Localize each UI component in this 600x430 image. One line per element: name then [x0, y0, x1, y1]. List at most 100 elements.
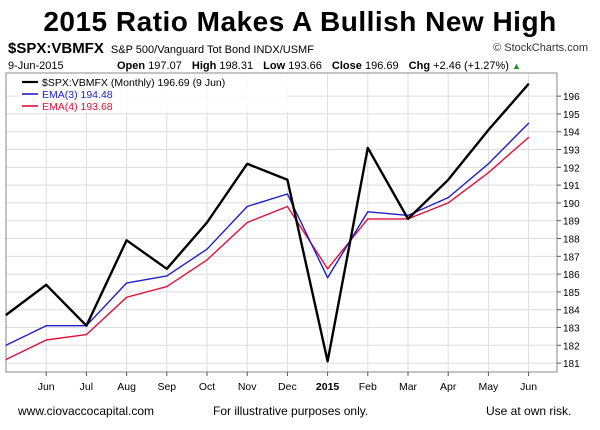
high-label: High [191, 60, 217, 72]
data-point-series-0 [166, 268, 168, 270]
data-point-series-0 [286, 179, 288, 181]
symbol-ticker: $SPX:VBMFX [8, 40, 104, 57]
data-point-series-0 [487, 129, 489, 131]
series-line-1 [5, 122, 530, 346]
x-tick-label: Nov [238, 381, 257, 393]
data-point-series-0 [367, 147, 369, 149]
high-value: 198.31 [219, 60, 254, 72]
data-point-series-1 [327, 277, 329, 279]
data-point-series-2 [286, 205, 288, 208]
legend-label-1: EMA(3) 194.48 [42, 89, 113, 101]
data-point-series-2 [447, 202, 449, 204]
quote-date: 9-Jun-2015 [8, 60, 64, 72]
x-tick-label: Jun [38, 381, 55, 393]
data-point-series-2 [45, 339, 47, 341]
data-point-series-2 [166, 285, 168, 288]
series-line-2 [5, 136, 530, 361]
up-arrow-icon: ▲ [512, 61, 521, 71]
y-tick-label: 190 [563, 199, 580, 210]
y-tick-label: 183 [563, 324, 580, 335]
data-point-series-1 [367, 211, 369, 213]
y-tick-label: 187 [563, 252, 580, 263]
y-tick-label: 195 [563, 110, 580, 121]
data-point-series-2 [5, 358, 7, 361]
y-tick-label: 193 [563, 146, 580, 157]
x-tick-label: Feb [359, 381, 377, 393]
plot-frame [5, 72, 558, 373]
x-tick-label: May [478, 381, 499, 393]
x-tick-label: Mar [399, 381, 418, 393]
data-point-series-2 [126, 296, 128, 298]
open-label: Open [117, 60, 146, 72]
data-point-series-1 [126, 282, 128, 284]
footer-disclaimer: For illustrative purposes only. [213, 404, 369, 418]
chg-label: Chg [408, 60, 431, 72]
series-layer [5, 83, 530, 363]
symbol-line: $SPX:VBMFX S&P 500/Vanguard Tot Bond IND… [8, 40, 314, 57]
data-point-series-2 [206, 259, 208, 261]
data-point-series-1 [447, 196, 449, 199]
close-label: Close [331, 60, 362, 72]
legend-label-0: $SPX:VBMFX (Monthly) 196.69 (9 Jun) [42, 77, 225, 89]
data-point-series-1 [206, 248, 208, 250]
y-tick-label: 194 [563, 128, 580, 139]
data-point-series-1 [5, 344, 7, 346]
low-value: 193.66 [288, 60, 322, 72]
data-point-series-0 [5, 314, 7, 316]
x-tick-label: Sep [157, 381, 176, 393]
stockcharts-brand[interactable]: © StockCharts.com [493, 42, 588, 54]
data-point-series-2 [246, 221, 248, 224]
y-tick-label: 181 [563, 359, 580, 370]
legend-background [18, 74, 288, 112]
footer-risk-note: Use at own risk. [486, 404, 572, 418]
open-value: 197.07 [148, 60, 182, 72]
y-tick-label: 185 [563, 288, 580, 299]
y-tick-label: 188 [563, 235, 580, 246]
data-point-series-0 [407, 218, 409, 220]
chart-headline: 2015 Ratio Makes A Bullish New High [43, 6, 557, 37]
y-tick-label: 186 [563, 270, 580, 281]
x-tick-label: Oct [199, 381, 215, 393]
legend-label-2: EMA(4) 193.68 [42, 101, 113, 113]
data-point-series-0 [528, 83, 530, 85]
data-point-series-1 [528, 122, 530, 124]
data-point-series-0 [126, 239, 128, 241]
data-point-series-2 [487, 172, 489, 174]
plot-border [5, 72, 558, 373]
y-axis: 181 182 183 184 185 186 187 188 189 190 191 192 193 1… [557, 92, 580, 370]
y-tick-label: 189 [563, 217, 580, 228]
x-tick-label: 2015 [316, 381, 340, 393]
data-point-series-0 [327, 360, 329, 362]
chart-legend: $SPX:VBMFX (Monthly) 196.69 (9 Jun)EMA(3… [18, 74, 288, 113]
y-tick-label: 196 [563, 92, 580, 103]
low-label: Low [263, 60, 286, 72]
data-point-series-1 [45, 325, 47, 327]
chg-value: +2.46 (+1.27%) [433, 60, 509, 72]
data-point-series-0 [206, 221, 208, 224]
series-line-0 [5, 83, 530, 363]
x-tick-label: Jul [80, 381, 93, 393]
data-point-series-0 [447, 179, 449, 181]
data-point-series-0 [246, 163, 248, 165]
x-tick-label: Apr [440, 381, 457, 393]
x-tick-label: Jun [520, 381, 537, 393]
close-value: 196.69 [364, 60, 399, 72]
data-point-series-0 [45, 284, 47, 286]
data-point-series-1 [286, 193, 288, 195]
x-axis: Jun Jul Aug Sep Oct Nov Dec 2015 Feb Mar Apr May Jun [38, 372, 537, 393]
data-point-series-1 [407, 214, 409, 216]
data-point-series-2 [367, 218, 369, 220]
y-tick-label: 182 [563, 341, 580, 352]
y-tick-label: 192 [563, 163, 580, 174]
grid-layer [6, 73, 557, 372]
data-point-series-2 [327, 268, 329, 270]
x-tick-label: Aug [117, 381, 136, 393]
data-point-series-0 [85, 325, 87, 327]
data-point-series-1 [487, 163, 489, 165]
ohlc-readout: Open 197.07 High 198.31 Low 193.66 Close… [110, 60, 521, 72]
y-tick-label: 184 [563, 306, 580, 317]
data-point-series-2 [528, 136, 530, 139]
footer-website[interactable]: www.ciovaccocapital.com [18, 404, 155, 418]
x-tick-label: Dec [278, 381, 297, 393]
